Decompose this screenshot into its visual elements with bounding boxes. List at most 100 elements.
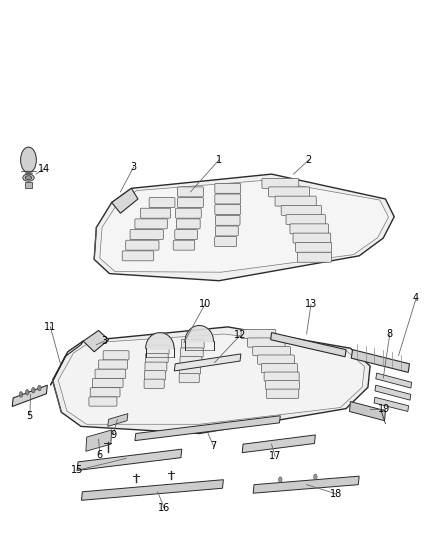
FancyBboxPatch shape — [293, 233, 331, 243]
FancyBboxPatch shape — [241, 329, 276, 338]
Polygon shape — [86, 430, 112, 451]
Text: 4: 4 — [413, 294, 419, 303]
FancyBboxPatch shape — [262, 179, 299, 188]
Circle shape — [279, 477, 282, 482]
FancyBboxPatch shape — [173, 240, 194, 250]
FancyBboxPatch shape — [95, 369, 126, 378]
Polygon shape — [375, 385, 411, 400]
Text: 3: 3 — [131, 162, 137, 172]
FancyBboxPatch shape — [181, 340, 204, 349]
Polygon shape — [81, 480, 223, 500]
FancyBboxPatch shape — [122, 251, 154, 261]
Polygon shape — [58, 334, 364, 424]
FancyBboxPatch shape — [180, 348, 203, 357]
FancyBboxPatch shape — [215, 205, 240, 215]
Polygon shape — [351, 350, 410, 373]
FancyBboxPatch shape — [180, 365, 201, 374]
Text: 19: 19 — [378, 403, 391, 414]
FancyBboxPatch shape — [258, 355, 294, 364]
Text: 13: 13 — [305, 299, 317, 309]
FancyBboxPatch shape — [265, 381, 299, 390]
Polygon shape — [100, 180, 389, 272]
Polygon shape — [242, 435, 315, 453]
Text: 6: 6 — [97, 450, 103, 460]
FancyBboxPatch shape — [215, 226, 238, 236]
FancyBboxPatch shape — [247, 338, 285, 347]
FancyBboxPatch shape — [261, 364, 297, 373]
Polygon shape — [135, 416, 280, 441]
Polygon shape — [112, 188, 138, 213]
FancyBboxPatch shape — [175, 230, 198, 239]
Polygon shape — [25, 182, 32, 188]
Text: 9: 9 — [110, 430, 116, 440]
Text: 5: 5 — [27, 411, 33, 421]
Circle shape — [19, 392, 23, 397]
Text: 16: 16 — [158, 503, 170, 513]
Circle shape — [21, 147, 36, 173]
Circle shape — [32, 387, 35, 393]
Polygon shape — [376, 373, 412, 388]
Text: 17: 17 — [269, 451, 281, 461]
Polygon shape — [271, 333, 346, 357]
Text: 14: 14 — [38, 164, 50, 174]
FancyBboxPatch shape — [89, 397, 117, 406]
FancyBboxPatch shape — [290, 224, 328, 234]
FancyBboxPatch shape — [175, 208, 201, 218]
Polygon shape — [174, 354, 241, 371]
FancyBboxPatch shape — [253, 346, 290, 356]
FancyBboxPatch shape — [177, 187, 203, 197]
FancyBboxPatch shape — [135, 219, 167, 229]
FancyBboxPatch shape — [266, 389, 299, 398]
Polygon shape — [350, 401, 385, 421]
Polygon shape — [108, 414, 128, 426]
Text: 8: 8 — [387, 329, 393, 339]
FancyBboxPatch shape — [296, 243, 332, 252]
FancyBboxPatch shape — [126, 240, 159, 250]
Text: 2: 2 — [306, 155, 312, 165]
FancyBboxPatch shape — [145, 362, 167, 372]
Polygon shape — [50, 341, 83, 385]
Text: 15: 15 — [71, 465, 83, 475]
Polygon shape — [253, 476, 359, 493]
FancyBboxPatch shape — [140, 208, 170, 218]
Ellipse shape — [23, 174, 34, 181]
FancyBboxPatch shape — [146, 345, 169, 354]
Text: 11: 11 — [44, 322, 57, 332]
FancyBboxPatch shape — [268, 187, 310, 197]
Polygon shape — [12, 385, 47, 407]
FancyBboxPatch shape — [103, 351, 129, 360]
FancyBboxPatch shape — [215, 194, 240, 204]
Text: 12: 12 — [234, 330, 246, 341]
Polygon shape — [53, 327, 370, 433]
FancyBboxPatch shape — [177, 219, 200, 229]
FancyBboxPatch shape — [177, 198, 203, 207]
FancyBboxPatch shape — [130, 230, 163, 239]
FancyBboxPatch shape — [281, 205, 321, 215]
FancyBboxPatch shape — [264, 372, 299, 381]
FancyBboxPatch shape — [145, 353, 168, 363]
FancyBboxPatch shape — [92, 378, 123, 387]
Ellipse shape — [25, 176, 32, 180]
FancyBboxPatch shape — [297, 252, 332, 262]
Polygon shape — [83, 330, 109, 352]
FancyBboxPatch shape — [99, 360, 127, 369]
FancyBboxPatch shape — [90, 387, 120, 397]
Text: 1: 1 — [216, 155, 222, 165]
FancyBboxPatch shape — [180, 357, 202, 366]
Polygon shape — [77, 449, 182, 471]
FancyBboxPatch shape — [215, 237, 237, 247]
FancyBboxPatch shape — [286, 215, 325, 224]
Polygon shape — [94, 174, 394, 281]
Polygon shape — [374, 397, 409, 411]
FancyBboxPatch shape — [215, 183, 240, 193]
Circle shape — [38, 385, 41, 391]
FancyBboxPatch shape — [144, 379, 164, 389]
FancyBboxPatch shape — [275, 196, 316, 206]
Circle shape — [314, 474, 317, 480]
Text: 10: 10 — [199, 299, 211, 309]
Text: 3: 3 — [101, 336, 107, 346]
FancyBboxPatch shape — [145, 370, 166, 380]
FancyBboxPatch shape — [215, 215, 240, 225]
Circle shape — [25, 390, 29, 395]
FancyBboxPatch shape — [149, 198, 175, 207]
